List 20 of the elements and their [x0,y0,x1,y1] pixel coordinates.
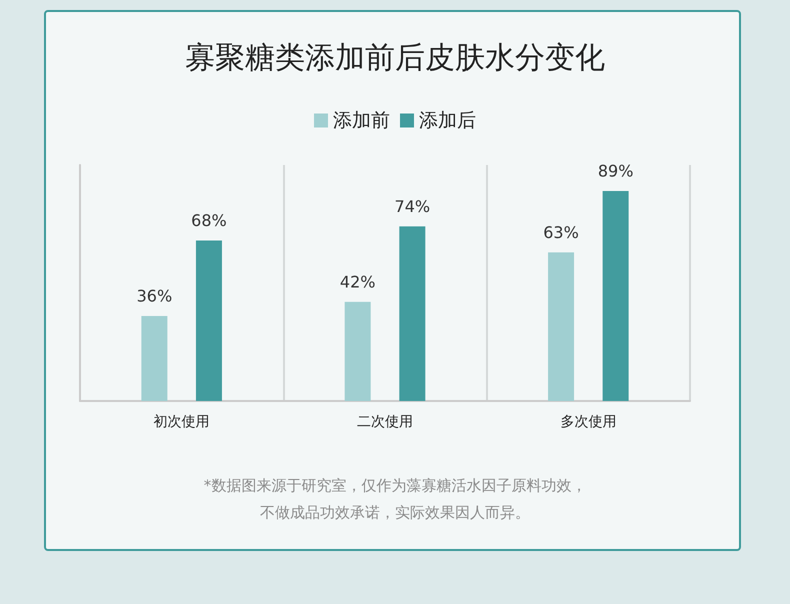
legend-label: 添加后 [419,110,476,132]
x-tick-label: 二次使用 [357,414,413,430]
bar [399,226,426,401]
data-label: 74% [394,196,430,216]
bar [548,252,574,401]
legend-label: 添加前 [333,110,390,132]
text: *数据图来源于研究室，仅作为藻寡糖活水因子原料功效， [204,476,586,494]
bar [141,316,168,401]
bar [602,190,629,401]
x-tick-label: 初次使用 [154,414,210,430]
data-label: 63% [543,222,579,242]
data-label: 42% [340,272,376,292]
text: 不做成品功效承诺，实际效果因人而异。 [260,504,530,522]
chart-title: 寡聚糖类添加前后皮肤水分变化 [185,40,605,76]
bar [196,240,222,401]
bar [344,302,371,401]
data-label: 36% [136,286,172,306]
x-tick-label: 多次使用 [560,414,616,430]
data-label: 68% [191,211,227,230]
data-label: 89% [598,161,634,180]
